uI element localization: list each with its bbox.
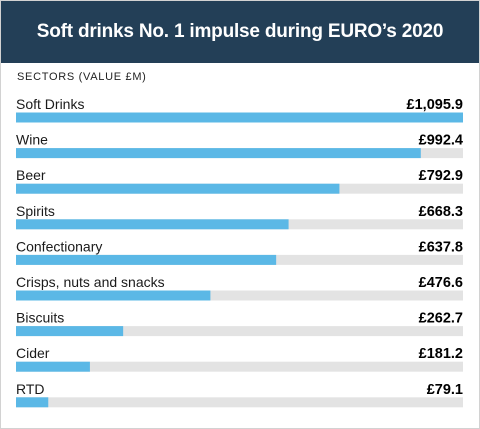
bar-track [16,290,463,301]
category-label: Spirits [16,203,55,219]
bar-track [16,361,463,372]
chart-title: Soft drinks No. 1 impulse during EURO’s … [36,21,444,42]
bar-track [16,326,463,337]
value-label: £262.7 [419,311,463,327]
category-label: Crisps, nuts and snacks [16,274,165,290]
value-label: £181.2 [419,346,463,362]
category-label: Soft Drinks [16,96,84,112]
bar-track [16,397,463,408]
category-label: RTD [16,381,45,397]
category-label: Beer [16,167,46,183]
bar [16,148,421,159]
bar [16,326,124,337]
axis-label: SECTORS (VALUE £M) [17,71,147,83]
value-label: £668.3 [419,204,463,220]
bar [16,361,90,372]
category-label: Cider [16,345,50,361]
bar [16,254,277,265]
category-label: Wine [16,132,48,148]
header-banner: Soft drinks No. 1 impulse during EURO’s … [1,1,479,63]
value-label: £992.4 [419,133,463,149]
value-label: £637.8 [419,239,463,255]
bar [16,183,340,194]
bar [16,219,289,230]
bar [16,112,463,123]
value-label: £1,095.9 [407,97,463,113]
value-label: £476.6 [419,275,463,291]
value-label: £792.9 [419,168,463,184]
category-label: Confectionary [16,238,102,254]
bar [16,290,211,301]
bar [16,397,49,408]
category-label: Biscuits [16,310,64,326]
value-label: £79.1 [427,382,463,398]
